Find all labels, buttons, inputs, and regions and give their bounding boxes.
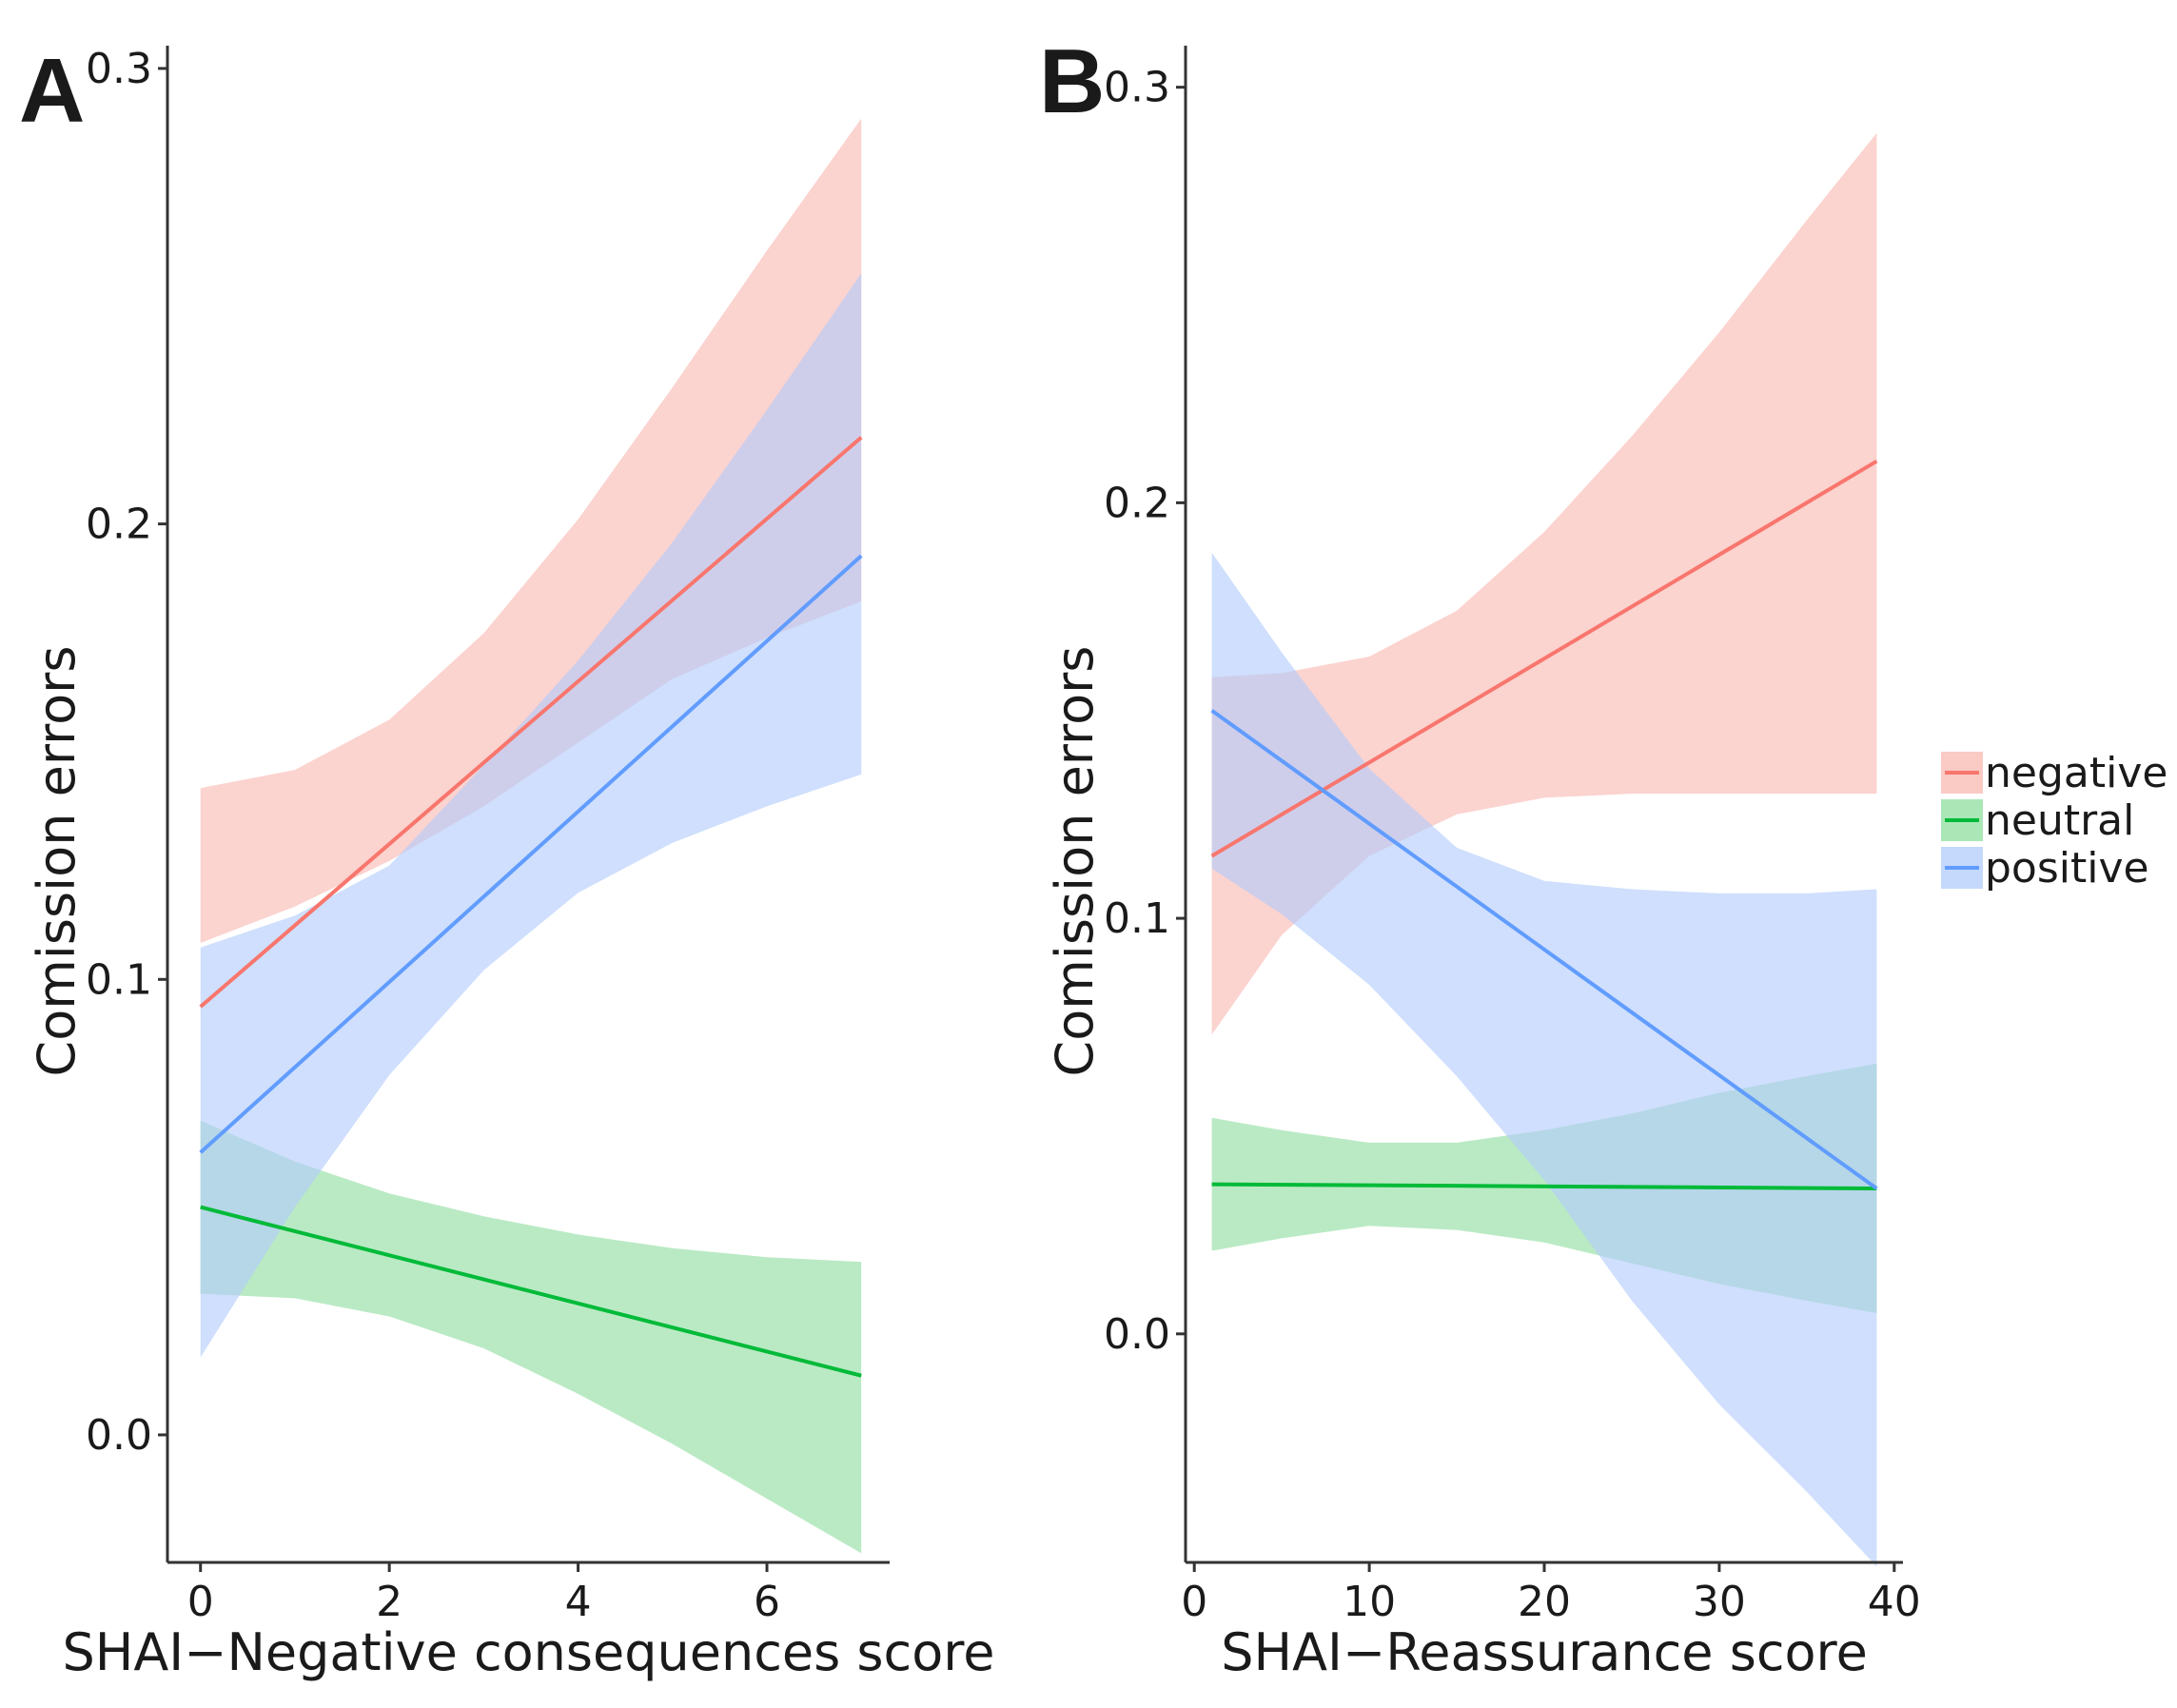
ci-band-negative (200, 118, 862, 944)
ci-band-positive (200, 273, 862, 1358)
y-tick-label: 0.3 (1104, 64, 1170, 112)
x-tick-label: 10 (1343, 1578, 1396, 1626)
x-axis-title: SHAI−Negative consequences score (62, 1622, 994, 1682)
panel-letter: B (1039, 30, 1105, 132)
legend-label-negative: negative (1985, 749, 2167, 797)
fit-line-neutral (1211, 1182, 1877, 1190)
x-tick-label: 4 (565, 1578, 592, 1626)
y-tick-label: 0.1 (86, 955, 152, 1004)
panel-letter: A (19, 40, 85, 142)
x-tick-label: 30 (1693, 1578, 1746, 1626)
panel-a: 0.0 0.1 0.2 0.3 0 2 4 6 Comission errors SHAI−Neg… (19, 40, 995, 1682)
y-tick-label: 0.0 (1104, 1310, 1170, 1359)
legend-label-neutral: neutral (1985, 796, 2134, 845)
fit-line-positive (199, 554, 863, 1154)
ci-band-positive (1211, 552, 1877, 1567)
y-tick-label: 0.2 (1104, 479, 1170, 527)
y-tick-label: 0.3 (86, 45, 152, 93)
y-axis-title: Comission errors (1045, 646, 1105, 1077)
y-tick-label: 0.2 (86, 501, 152, 549)
x-tick-label: 20 (1518, 1578, 1571, 1626)
ci-band-neutral (200, 1120, 862, 1554)
y-tick-label: 0.1 (1104, 894, 1170, 943)
x-tick-label: 0 (187, 1578, 214, 1626)
fit-line-positive (1210, 709, 1878, 1190)
x-axis-title: SHAI−Reassurance score (1221, 1622, 1868, 1682)
x-tick-label: 2 (376, 1578, 402, 1626)
y-tick-label: 0.0 (86, 1411, 152, 1460)
x-tick-label: 6 (754, 1578, 780, 1626)
legend-label-positive: positive (1985, 844, 2149, 893)
panel-b: 0.0 0.1 0.2 0.3 0 10 20 30 40 Comission errors SHA… (1039, 30, 1921, 1682)
fit-line-negative (199, 436, 863, 1009)
y-axis-title: Comission errors (27, 646, 87, 1077)
fit-line-neutral (200, 1205, 862, 1378)
x-tick-label: 40 (1868, 1578, 1921, 1626)
x-tick-label: 0 (1181, 1578, 1207, 1626)
